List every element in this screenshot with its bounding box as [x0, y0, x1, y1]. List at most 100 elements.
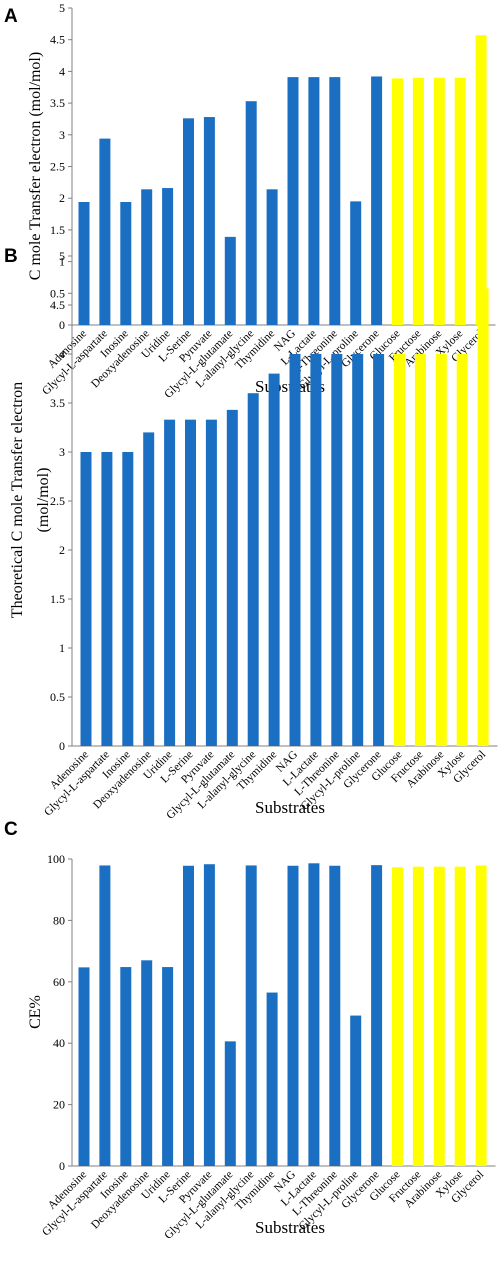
bar-l-serine: [185, 419, 196, 746]
bar-l-lactate: [308, 863, 320, 1166]
panel-letter: B: [4, 246, 18, 267]
bar-glycyl-l-proline: [350, 1015, 362, 1166]
y-tick-label: 1: [59, 641, 65, 655]
y-tick-label: 3.5: [50, 396, 65, 410]
bar-deoxyadenosine: [143, 432, 155, 746]
bar-inosine: [122, 452, 134, 746]
bar-xylose: [454, 77, 466, 326]
bar-glycyl-l-aspartate: [99, 138, 111, 325]
bar-nag: [287, 77, 299, 325]
bar-glycyl-l-aspartate: [99, 865, 111, 1166]
bar-glucose: [392, 78, 403, 326]
y-tick-label: 4.5: [50, 298, 65, 312]
bar-l-threonine: [329, 865, 341, 1166]
bar-l-alanyl-glycine: [247, 393, 259, 746]
y-tick-label: 5: [59, 1, 65, 15]
chart-panel-c: C020406080100AdenosineGlycyl-L-aspartate…: [4, 819, 496, 1242]
bar-pyruvate: [203, 864, 215, 1166]
y-axis-title: CE%: [27, 995, 44, 1029]
bar-glycerone: [371, 76, 383, 325]
y-tick-label: 2.5: [50, 494, 65, 508]
bar-pyruvate: [205, 419, 217, 746]
y-tick-label: 3: [59, 128, 65, 142]
bar-l-threonine: [329, 77, 341, 325]
x-axis-title: Substrates: [255, 1218, 325, 1237]
bar-xylose: [454, 866, 466, 1166]
bar-arabinose: [433, 77, 445, 326]
bar-inosine: [120, 202, 132, 325]
bar-l-serine: [183, 118, 194, 325]
bar-glycerone: [373, 354, 385, 746]
y-tick-label: 100: [47, 852, 65, 866]
bar-glucose: [392, 867, 403, 1166]
bar-l-lactate: [310, 354, 322, 746]
bar-l-alanyl-glycine: [245, 865, 257, 1166]
bar-l-alanyl-glycine: [245, 101, 257, 325]
bar-nag: [287, 865, 299, 1166]
bar-adenosine: [80, 452, 92, 746]
bar-adenosine: [78, 202, 90, 325]
bar-l-lactate: [308, 77, 320, 325]
chart-panel-a: A00.511.522.533.544.55AdenosineGlycyl-L-…: [4, 1, 496, 401]
bar-inosine: [120, 967, 132, 1166]
bar-glycerol: [475, 35, 487, 325]
y-tick-label: 3: [59, 445, 65, 459]
panel-letter: C: [4, 819, 18, 840]
bar-adenosine: [78, 967, 90, 1166]
bar-glycyl-l-glutamate: [224, 236, 236, 325]
y-tick-label: 2: [59, 543, 65, 557]
y-tick-label: 20: [53, 1098, 65, 1112]
y-tick-label: 80: [53, 913, 65, 927]
bar-glycerol: [477, 288, 489, 746]
bar-thymidine: [266, 992, 278, 1166]
bar-pyruvate: [203, 117, 215, 325]
y-tick-label: 4: [59, 64, 65, 78]
bar-glycerone: [371, 865, 383, 1166]
bar-glycyl-l-glutamate: [226, 409, 238, 746]
bar-glycerol: [475, 865, 487, 1166]
bar-uridine: [164, 419, 176, 746]
bar-glycyl-l-proline: [350, 201, 362, 325]
bar-glucose: [394, 354, 405, 746]
y-tick-label: 1.5: [50, 223, 65, 237]
bar-fructose: [414, 354, 426, 746]
bar-l-serine: [183, 865, 194, 1166]
y-tick-label: 2: [59, 191, 65, 205]
bar-glycyl-l-glutamate: [224, 1041, 236, 1166]
bar-glycyl-l-proline: [352, 354, 364, 746]
bar-deoxyadenosine: [141, 960, 153, 1166]
y-tick-label: 2.5: [50, 160, 65, 174]
bar-uridine: [162, 188, 174, 325]
bar-deoxyadenosine: [141, 189, 153, 325]
bar-xylose: [456, 354, 468, 746]
y-axis-title: C mole Transfer electron (mol/mol): [27, 52, 44, 280]
bar-fructose: [412, 77, 424, 326]
y-tick-label: 60: [53, 975, 65, 989]
bar-uridine: [162, 967, 174, 1166]
y-tick-label: 0.5: [50, 690, 65, 704]
bar-arabinose: [433, 866, 445, 1166]
bar-thymidine: [268, 373, 280, 746]
bar-glycyl-l-aspartate: [101, 452, 113, 746]
y-axis-title: Theoretical C mole Transfer electron: [9, 382, 26, 618]
y-tick-label: 0.5: [50, 286, 65, 300]
y-tick-label: 0: [59, 739, 65, 753]
bar-thymidine: [266, 189, 278, 325]
y-tick-label: 3.5: [50, 96, 65, 110]
y-tick-label: 0: [59, 1159, 65, 1173]
y-tick-label: 4.5: [50, 33, 65, 47]
bar-l-threonine: [331, 354, 343, 746]
y-tick-label: 0: [59, 318, 65, 332]
y-tick-label: 1: [59, 255, 65, 269]
bar-nag: [289, 354, 301, 746]
x-axis-title: Substrates: [255, 798, 325, 817]
y-tick-label: 40: [53, 1036, 65, 1050]
y-tick-label: 5: [59, 249, 65, 263]
bar-fructose: [412, 866, 424, 1166]
y-axis-title: (mol/mol): [35, 468, 52, 533]
bar-arabinose: [435, 354, 447, 746]
y-tick-label: 4: [59, 347, 65, 361]
y-tick-label: 1.5: [50, 592, 65, 606]
panel-letter: A: [4, 6, 18, 27]
